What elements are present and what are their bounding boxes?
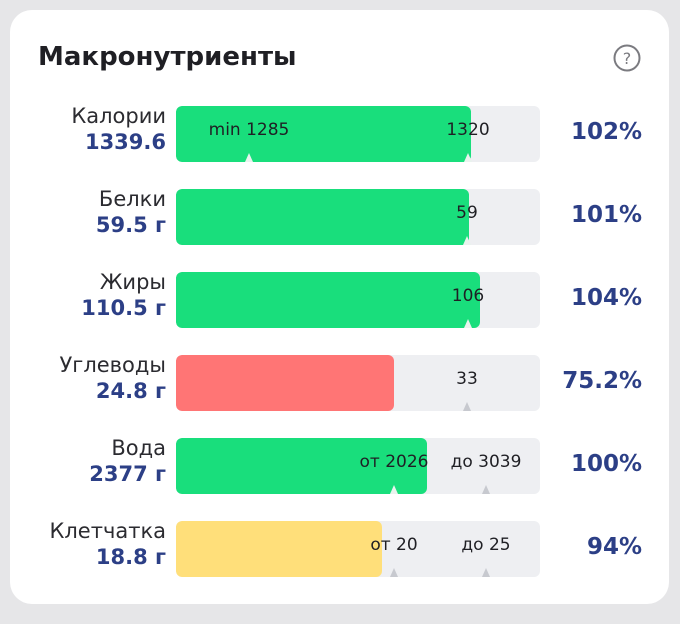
progress-track: 59 [176, 189, 540, 245]
min-marker-indicator [245, 153, 253, 162]
progress-fill [176, 272, 480, 328]
nutrient-value: 110.5 г [81, 296, 166, 320]
percent-label: 101% [570, 202, 642, 228]
progress-track: min 1285 1320 [176, 106, 540, 162]
target-marker-label: 33 [456, 369, 478, 389]
nutrient-name: Белки [98, 187, 166, 211]
percent-label: 100% [570, 451, 642, 477]
nutrient-name: Клетчатка [49, 519, 166, 543]
row-fiber: Клетчатка 18.8 г от 20 до 25 94% [10, 519, 669, 577]
progress-fill [176, 355, 395, 411]
nutrient-value: 59.5 г [95, 213, 166, 237]
target-marker-label: 106 [451, 286, 485, 306]
nutrient-value: 2377 г [89, 462, 166, 486]
row-fat: Жиры 110.5 г 106 104% [10, 270, 669, 328]
nutrient-name: Углеводы [59, 353, 167, 377]
row-protein: Белки 59.5 г 59 101% [10, 187, 669, 245]
progress-fill [176, 521, 382, 577]
percent-label: 104% [570, 285, 642, 311]
nutrient-value: 18.8 г [95, 545, 166, 569]
progress-fill [176, 106, 471, 162]
target-marker-indicator [464, 153, 472, 162]
max-marker-indicator [482, 485, 490, 494]
target-marker-indicator [463, 402, 471, 411]
row-calories: Калории 1339.6 min 1285 1320 102% [10, 104, 669, 162]
min-marker-label: min 1285 [208, 120, 290, 140]
max-marker-label: до 25 [461, 535, 511, 555]
row-water: Вода 2377 г от 2026 до 3039 100% [10, 436, 669, 494]
progress-track: 106 [176, 272, 540, 328]
progress-track: от 2026 до 3039 [176, 438, 540, 494]
row-carbs: Углеводы 24.8 г 33 75.2% [10, 353, 669, 411]
nutrient-name: Вода [111, 436, 166, 460]
question-circle-icon[interactable]: ? [613, 44, 641, 72]
svg-text:?: ? [623, 49, 632, 68]
max-marker-label: до 3039 [450, 452, 522, 472]
progress-fill [176, 438, 428, 494]
target-marker-label: 59 [456, 203, 478, 223]
target-marker-indicator [464, 319, 472, 328]
percent-label: 94% [586, 534, 642, 560]
card-title: Макронутриенты [38, 42, 297, 72]
nutrient-value: 1339.6 [84, 130, 166, 154]
target-marker-label: 1320 [446, 120, 490, 140]
nutrient-name: Калории [71, 104, 166, 128]
target-marker-indicator [463, 236, 471, 245]
progress-fill [176, 189, 470, 245]
min-marker-indicator [390, 485, 398, 494]
percent-label: 75.2% [562, 368, 642, 394]
max-marker-indicator [482, 568, 490, 577]
percent-label: 102% [570, 119, 642, 145]
progress-track: 33 [176, 355, 540, 411]
min-marker-label: от 2026 [359, 452, 429, 472]
min-marker-indicator [390, 568, 398, 577]
nutrient-value: 24.8 г [95, 379, 166, 403]
min-marker-label: от 20 [370, 535, 418, 555]
macronutrients-card: Макронутриенты ? Калории 1339.6 min 1285… [10, 10, 669, 604]
nutrient-name: Жиры [99, 270, 166, 294]
progress-track: от 20 до 25 [176, 521, 540, 577]
